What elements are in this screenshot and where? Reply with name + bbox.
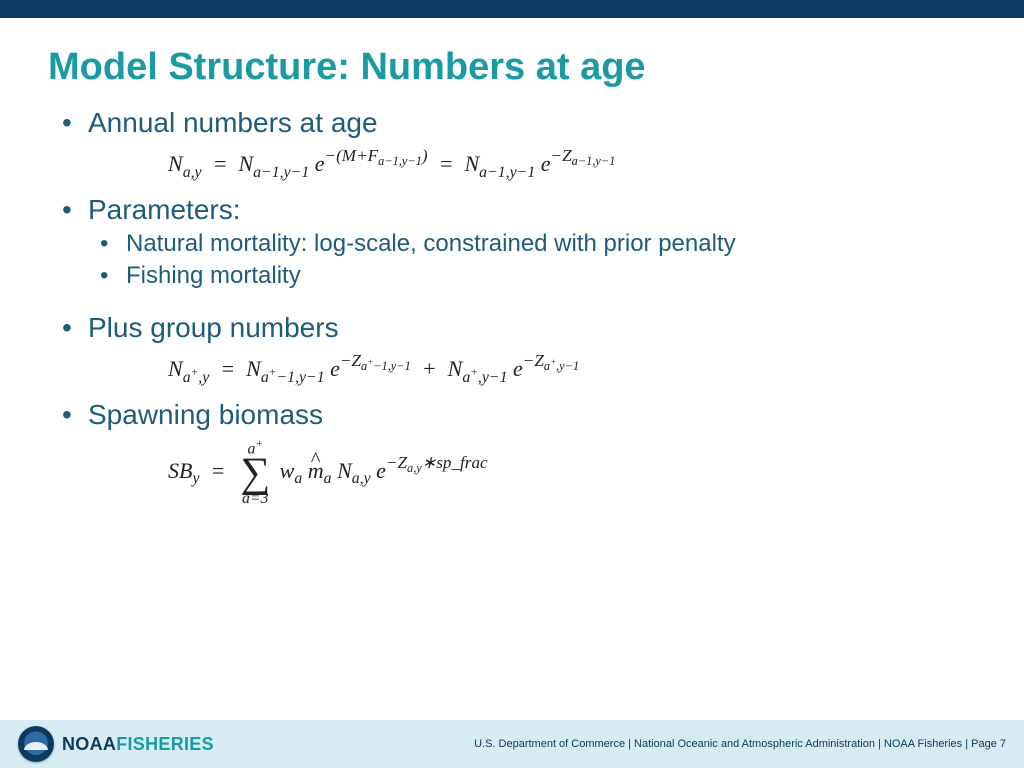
footer-attribution: U.S. Department of Commerce | National O…	[474, 738, 1006, 750]
bullet-text: Parameters:	[88, 194, 241, 225]
slide-title: Model Structure: Numbers at age	[48, 46, 976, 89]
bullet-parameters: Parameters: Natural mortality: log-scale…	[48, 194, 976, 290]
equation-1: Na,y = Na−1,y−1 e−(M+Fa−1,y−1) = Na−1,y−…	[168, 147, 976, 180]
bullet-list: Annual numbers at age Na,y = Na−1,y−1 e−…	[48, 107, 976, 507]
noaa-seal-icon	[18, 726, 54, 762]
summation-symbol: a+ ∑ a=3	[240, 439, 270, 507]
bullet-annual-numbers: Annual numbers at age	[48, 107, 976, 139]
bullet-text: Plus group numbers	[88, 312, 339, 343]
logo-text: NOAAFISHERIES	[62, 734, 214, 755]
logo-word-fisheries: FISHERIES	[116, 734, 214, 754]
sub-bullet-fishing-mortality: Fishing mortality	[88, 262, 976, 290]
noaa-logo: NOAAFISHERIES	[18, 726, 214, 762]
sub-bullet-list: Natural mortality: log-scale, constraine…	[88, 230, 976, 290]
logo-word-noaa: NOAA	[62, 734, 116, 754]
bullet-text: Annual numbers at age	[88, 107, 378, 138]
equation-3: SBy = a+ ∑ a=3 wa ma Na,y e−Za,y∗sp_frac	[168, 439, 976, 507]
equation-2: Na+,y = Na+−1,y−1 e−Za+−1,y−1 + Na+,y−1 …	[168, 352, 976, 385]
sub-bullet-natural-mortality: Natural mortality: log-scale, constraine…	[88, 230, 976, 258]
footer-bar: NOAAFISHERIES U.S. Department of Commerc…	[0, 720, 1024, 768]
bullet-spawning-biomass: Spawning biomass	[48, 399, 976, 431]
bullet-text: Spawning biomass	[88, 399, 323, 430]
slide-content: Model Structure: Numbers at age Annual n…	[0, 18, 1024, 507]
bullet-plus-group: Plus group numbers	[48, 312, 976, 344]
top-accent-bar	[0, 0, 1024, 18]
